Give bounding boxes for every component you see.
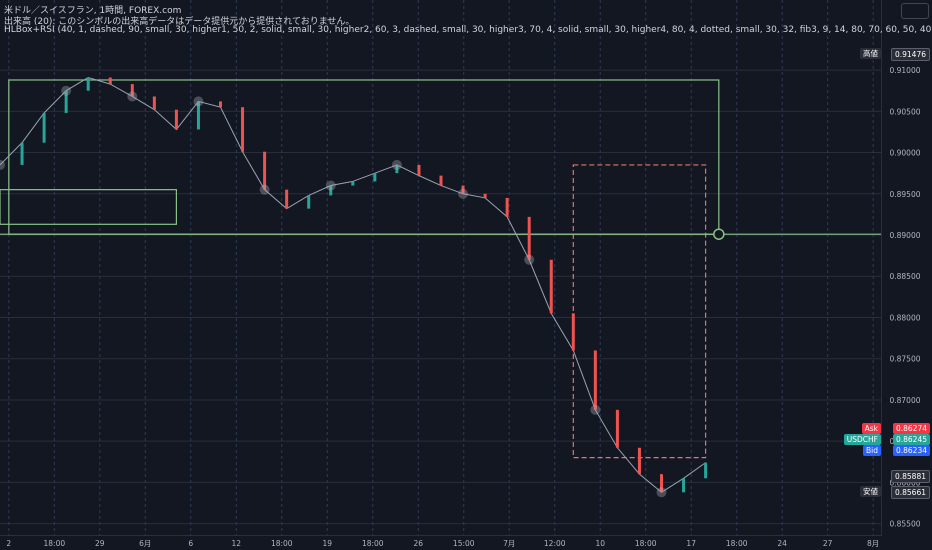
rsi-marker: [0, 159, 5, 170]
hl-boxes: [0, 79, 882, 459]
volume-legend: 出来高 (20): このシンボルの出来高データはデータ提供元から提供されておりま…: [4, 17, 355, 27]
x-tick-label: 6月: [139, 539, 151, 548]
candle-body: [505, 197, 509, 217]
rsi-marker: [325, 180, 336, 191]
symbol-price-label: 0.86245: [892, 434, 930, 445]
x-tick-label: 18:00: [726, 539, 748, 548]
x-tick-label: 18:00: [44, 539, 66, 548]
rsi-marker: [259, 184, 270, 195]
candle-body: [461, 185, 465, 194]
candle-body: [64, 90, 68, 113]
candle-body: [549, 259, 553, 314]
rsi-marker: [391, 159, 402, 170]
bid-tag: Bid: [863, 445, 881, 456]
hl-box: [8, 79, 720, 235]
bid-price-label: 0.86234: [892, 445, 930, 456]
candle-body: [263, 151, 267, 190]
candle-body: [637, 447, 641, 475]
x-tick-label: 15:00: [453, 539, 475, 548]
rsi-marker: [656, 487, 667, 498]
candle-body: [130, 84, 134, 97]
indicator-legend[interactable]: HLBox+RSI (40, 1, dashed, 90, small, 30,…: [4, 25, 932, 35]
y-tick-label: 0.90000: [889, 149, 920, 158]
candle-body: [174, 109, 178, 130]
rsi-marker: [458, 188, 469, 199]
candle-body: [483, 193, 487, 198]
time-axis[interactable]: [0, 535, 882, 550]
x-tick-label: 18:00: [362, 539, 384, 548]
candle-body: [682, 478, 686, 493]
candle-body: [196, 101, 200, 130]
x-tick-label: 7月: [503, 539, 515, 548]
candle-body: [615, 409, 619, 448]
x-tick-label: 12: [232, 539, 242, 548]
y-tick-label: 0.85500: [889, 520, 920, 529]
x-tick-label: 8月: [867, 539, 879, 548]
y-tick-label: 0.88000: [889, 313, 920, 322]
rsi-marker: [61, 85, 72, 96]
y-tick-label: 0.88500: [889, 272, 920, 281]
y-tick-label: 0.89500: [889, 190, 920, 199]
candle-body: [241, 107, 245, 152]
candle-body: [307, 195, 311, 209]
candle-body: [660, 474, 663, 493]
symbol-tag: USDCHF: [843, 434, 881, 445]
rsi-marker: [127, 91, 138, 102]
candle-body: [20, 142, 24, 165]
extra-price-label: 0.85881: [890, 470, 930, 483]
chart-settings-button[interactable]: [901, 3, 929, 19]
high-price-label: 0.91476: [890, 48, 930, 61]
x-tick-label: 6: [188, 539, 193, 548]
x-tick-label: 26: [413, 539, 423, 548]
price-series: [0, 76, 708, 493]
x-axis-ticks: 2 18:00 29 6月 6 12 18:00 19 18:00 26 15:00 7月 12:00 1…: [6, 539, 879, 548]
x-tick-label: 12:00: [544, 539, 566, 548]
y-tick-label: 0.87500: [889, 355, 920, 364]
candle-body: [152, 96, 156, 110]
candle-body: [329, 185, 333, 196]
y-tick-label: 0.87000: [889, 396, 920, 405]
y-tick-label: 0.89000: [889, 231, 920, 240]
rsi-marker: [590, 404, 601, 415]
x-tick-label: 2: [6, 539, 11, 548]
rsi-marker: [524, 254, 535, 265]
low-tag: 安値: [860, 486, 881, 497]
box-end-marker: [713, 228, 725, 240]
candle-body: [108, 77, 112, 85]
candle-body: [704, 462, 708, 479]
x-tick-label: 18:00: [635, 539, 657, 548]
price-axis[interactable]: [881, 0, 932, 536]
circle-markers: [0, 85, 725, 498]
x-tick-label: 17: [686, 539, 696, 548]
x-tick-label: 19: [322, 539, 332, 548]
x-tick-label: 29: [95, 539, 105, 548]
candle-body: [439, 175, 443, 186]
candle-body: [373, 173, 377, 182]
candle-body: [395, 164, 399, 174]
chart-grid: [0, 0, 882, 536]
x-tick-label: 18:00: [271, 539, 293, 548]
candle-body: [42, 112, 46, 143]
candle-body: [351, 181, 355, 186]
x-tick-label: 10: [595, 539, 605, 548]
candle-body: [417, 164, 421, 176]
rsi-marker: [193, 96, 204, 107]
candle-body: [86, 77, 90, 91]
low-price-label: 0.85661: [890, 486, 930, 499]
candle-body: [593, 350, 597, 410]
x-tick-label: 24: [777, 539, 787, 548]
x-tick-label: 27: [823, 539, 833, 548]
high-tag: 高値: [860, 48, 881, 59]
y-tick-label: 0.90500: [889, 107, 920, 116]
candle-body: [285, 189, 289, 209]
ask-tag: Ask: [861, 423, 881, 434]
hl-box: [0, 189, 177, 225]
candle-body: [571, 313, 575, 351]
candle-body: [219, 101, 222, 108]
candle-body: [527, 216, 531, 260]
symbol-title: 米ドル／スイスフラン, 1時間, FOREX.com: [4, 6, 182, 16]
y-tick-label: 0.91000: [889, 66, 920, 75]
ask-price-label: 0.86274: [892, 423, 930, 434]
